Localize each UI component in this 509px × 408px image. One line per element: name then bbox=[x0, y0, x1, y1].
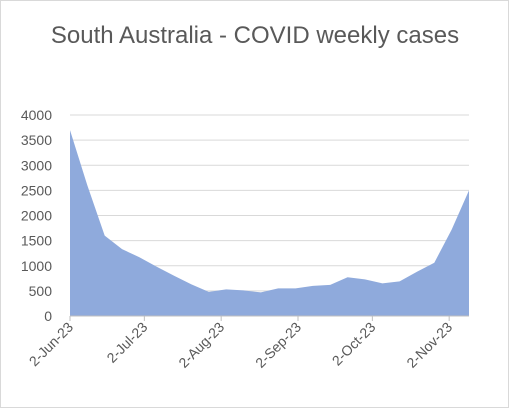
x-tick-label: 2-Jun-23 bbox=[26, 319, 77, 370]
x-tick-label: 2-Sep-23 bbox=[252, 319, 304, 371]
y-tick-label: 1000 bbox=[21, 258, 52, 274]
y-tick-label: 3000 bbox=[21, 157, 52, 173]
x-tick-label: 2-Oct-23 bbox=[329, 319, 379, 369]
x-tick-label: 2-Jul-23 bbox=[103, 319, 150, 366]
y-tick-label: 0 bbox=[44, 308, 52, 324]
y-tick-label: 3500 bbox=[21, 132, 52, 148]
x-tick-label: 2-Aug-23 bbox=[175, 319, 227, 371]
chart-title: South Australia - COVID weekly cases bbox=[50, 22, 460, 49]
y-tick-label: 4000 bbox=[21, 107, 52, 123]
area-fill bbox=[70, 130, 469, 316]
x-tick-label: 2-Nov-23 bbox=[403, 319, 455, 371]
y-tick-label: 500 bbox=[29, 283, 53, 299]
y-tick-label: 1500 bbox=[21, 233, 52, 249]
y-tick-label: 2000 bbox=[21, 208, 52, 224]
area-series bbox=[69, 130, 470, 316]
x-axis: 2-Jun-23 2-Jul-23 2-Aug-23 2-Sep-23 2-Oct-23… bbox=[26, 315, 469, 371]
y-axis-ticks: 0 500 1000 1500 2000 2500 3000 3500 4000 bbox=[21, 107, 52, 324]
y-tick-label: 2500 bbox=[21, 182, 52, 198]
